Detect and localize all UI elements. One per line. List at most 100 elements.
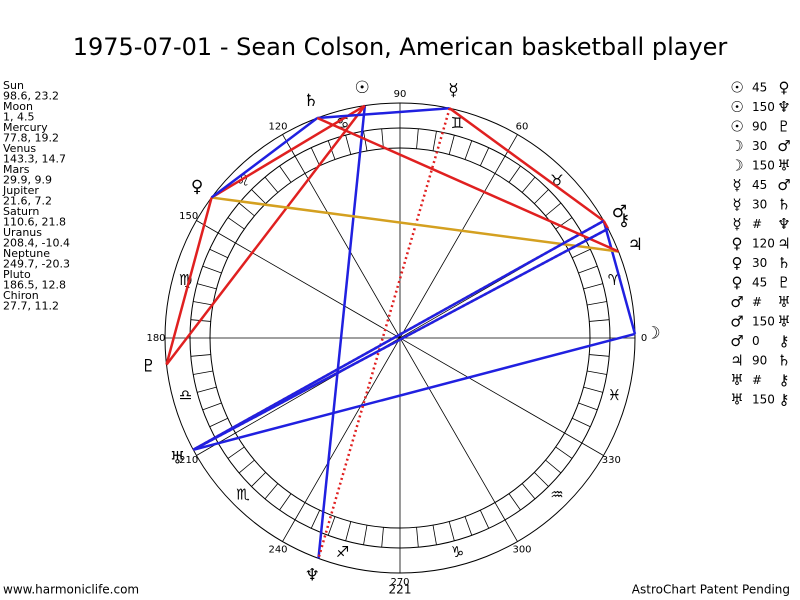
aspect-from: ♂ — [730, 332, 743, 350]
planet-lat: 14.7 — [42, 153, 67, 166]
ring-tick — [589, 354, 610, 357]
aspect-from: ☽ — [730, 137, 743, 155]
site: www.harmoniclife.com — [3, 583, 139, 597]
aspect-to: ⚷ — [779, 332, 790, 350]
aspect-line — [211, 196, 619, 253]
ring-tick — [416, 527, 419, 548]
degree-label: 90 — [394, 89, 407, 100]
ring-tick — [589, 319, 610, 322]
planet-glyph: ☽ — [645, 324, 660, 344]
ring-tick — [251, 189, 266, 204]
ring-tick — [521, 176, 536, 193]
aspect-line — [448, 107, 605, 222]
aspect-type: 30 — [752, 256, 767, 270]
planet-coords: 110.6, 21.8 — [3, 216, 66, 229]
aspect-type: # — [752, 295, 762, 309]
planet-name: Uranus — [3, 226, 42, 239]
aspect-to: ♂ — [777, 176, 790, 194]
aspect-to: ♅ — [777, 157, 790, 175]
planet-coords: 208.4, -10.4 — [3, 237, 70, 250]
sign-glyph: ♒ — [550, 485, 563, 503]
degree-label: 150 — [179, 211, 198, 222]
degree-label: 120 — [268, 122, 287, 133]
planet-lon: 21.6 — [3, 195, 28, 208]
house-tick — [282, 519, 296, 542]
planet-coords: 21.6, 7.2 — [3, 195, 52, 208]
planet-glyph: ☉ — [355, 78, 370, 98]
planet-lat: 11.2 — [35, 300, 60, 313]
aspect-to: ♅ — [777, 293, 790, 311]
degree-label: 210 — [179, 455, 198, 466]
planet-glyph: ♅ — [170, 448, 185, 468]
planet-lat: 21.8 — [42, 216, 67, 229]
aspect-line — [602, 220, 610, 230]
aspect-to: ♅ — [777, 313, 790, 331]
aspect-to: ⚷ — [779, 391, 790, 409]
aspect-type: 30 — [752, 198, 767, 212]
aspect-from: ♅ — [730, 391, 743, 409]
planet-lon: 27.7 — [3, 300, 28, 313]
degree-label: 60 — [516, 122, 529, 133]
ring-tick — [238, 459, 255, 474]
ring-tick — [294, 502, 306, 521]
aspect-from: ☽ — [730, 157, 743, 175]
aspect-from: ♀ — [732, 274, 743, 292]
planet-glyph: ♂ — [612, 202, 627, 222]
ring-tick — [572, 417, 591, 428]
degree-label: 0 — [641, 333, 647, 344]
aspect-to: ♆ — [777, 215, 790, 233]
planet-lon: 110.6 — [3, 216, 35, 229]
center-label: 221 — [389, 583, 412, 597]
planet-lat: -20.3 — [42, 258, 70, 271]
ring-tick — [545, 459, 562, 474]
planet-lon: 249.7 — [3, 258, 35, 271]
sign-glyph: ♐ — [336, 543, 349, 561]
planet-name: Pluto — [3, 268, 31, 281]
sign-glyph: ♑ — [451, 543, 464, 561]
aspect-to: ♄ — [777, 352, 790, 370]
degree-label: 330 — [602, 455, 621, 466]
aspect-from: ☉ — [730, 118, 743, 136]
ring-tick — [197, 283, 217, 290]
ring-tick — [432, 131, 437, 151]
aspect-type: 150 — [752, 159, 775, 173]
degree-label: 270 — [390, 577, 409, 588]
ring-tick — [508, 493, 521, 511]
ring-tick — [193, 301, 213, 306]
ring-tick — [564, 432, 583, 444]
aspect-type: 45 — [752, 178, 767, 192]
aspect-from: ♂ — [730, 313, 743, 331]
ring-tick — [521, 483, 536, 500]
aspect-to: ♂ — [777, 137, 790, 155]
aspect-to: ♄ — [777, 254, 790, 272]
degree-label: 180 — [146, 333, 165, 344]
planet-coords: 186.5, 12.8 — [3, 279, 66, 292]
planet-coords: 27.7, 11.2 — [3, 300, 59, 313]
ring-tick — [264, 483, 279, 500]
planet-lon: 186.5 — [3, 279, 35, 292]
ring-tick — [193, 370, 213, 375]
planet-glyph: ♀ — [191, 177, 203, 197]
aspect-type: # — [752, 217, 762, 231]
credit: AstroChart Patent Pending — [632, 583, 790, 597]
planet-lat: -10.4 — [42, 237, 70, 250]
planet-lat: 9.9 — [35, 174, 53, 187]
ring-tick — [310, 147, 321, 166]
planet-name: Sun — [3, 79, 24, 92]
degree-label: 300 — [512, 544, 531, 555]
ring-tick — [555, 217, 573, 230]
aspect-line — [210, 117, 319, 199]
ring-tick — [479, 510, 490, 529]
aspect-type: 90 — [752, 354, 767, 368]
planet-glyph: ♃ — [628, 235, 643, 255]
planet-name: Saturn — [3, 205, 39, 218]
planet-name: Mars — [3, 163, 30, 176]
degree-label: 240 — [268, 544, 287, 555]
aspect-type: 0 — [752, 334, 760, 348]
planet-coords: 98.6, 23.2 — [3, 90, 59, 103]
ring-tick — [583, 283, 603, 290]
planet-coords: 77.8, 19.2 — [3, 132, 59, 145]
ring-tick — [432, 525, 437, 545]
planet-lat: 12.8 — [42, 279, 67, 292]
aspect-type: 150 — [752, 315, 775, 329]
